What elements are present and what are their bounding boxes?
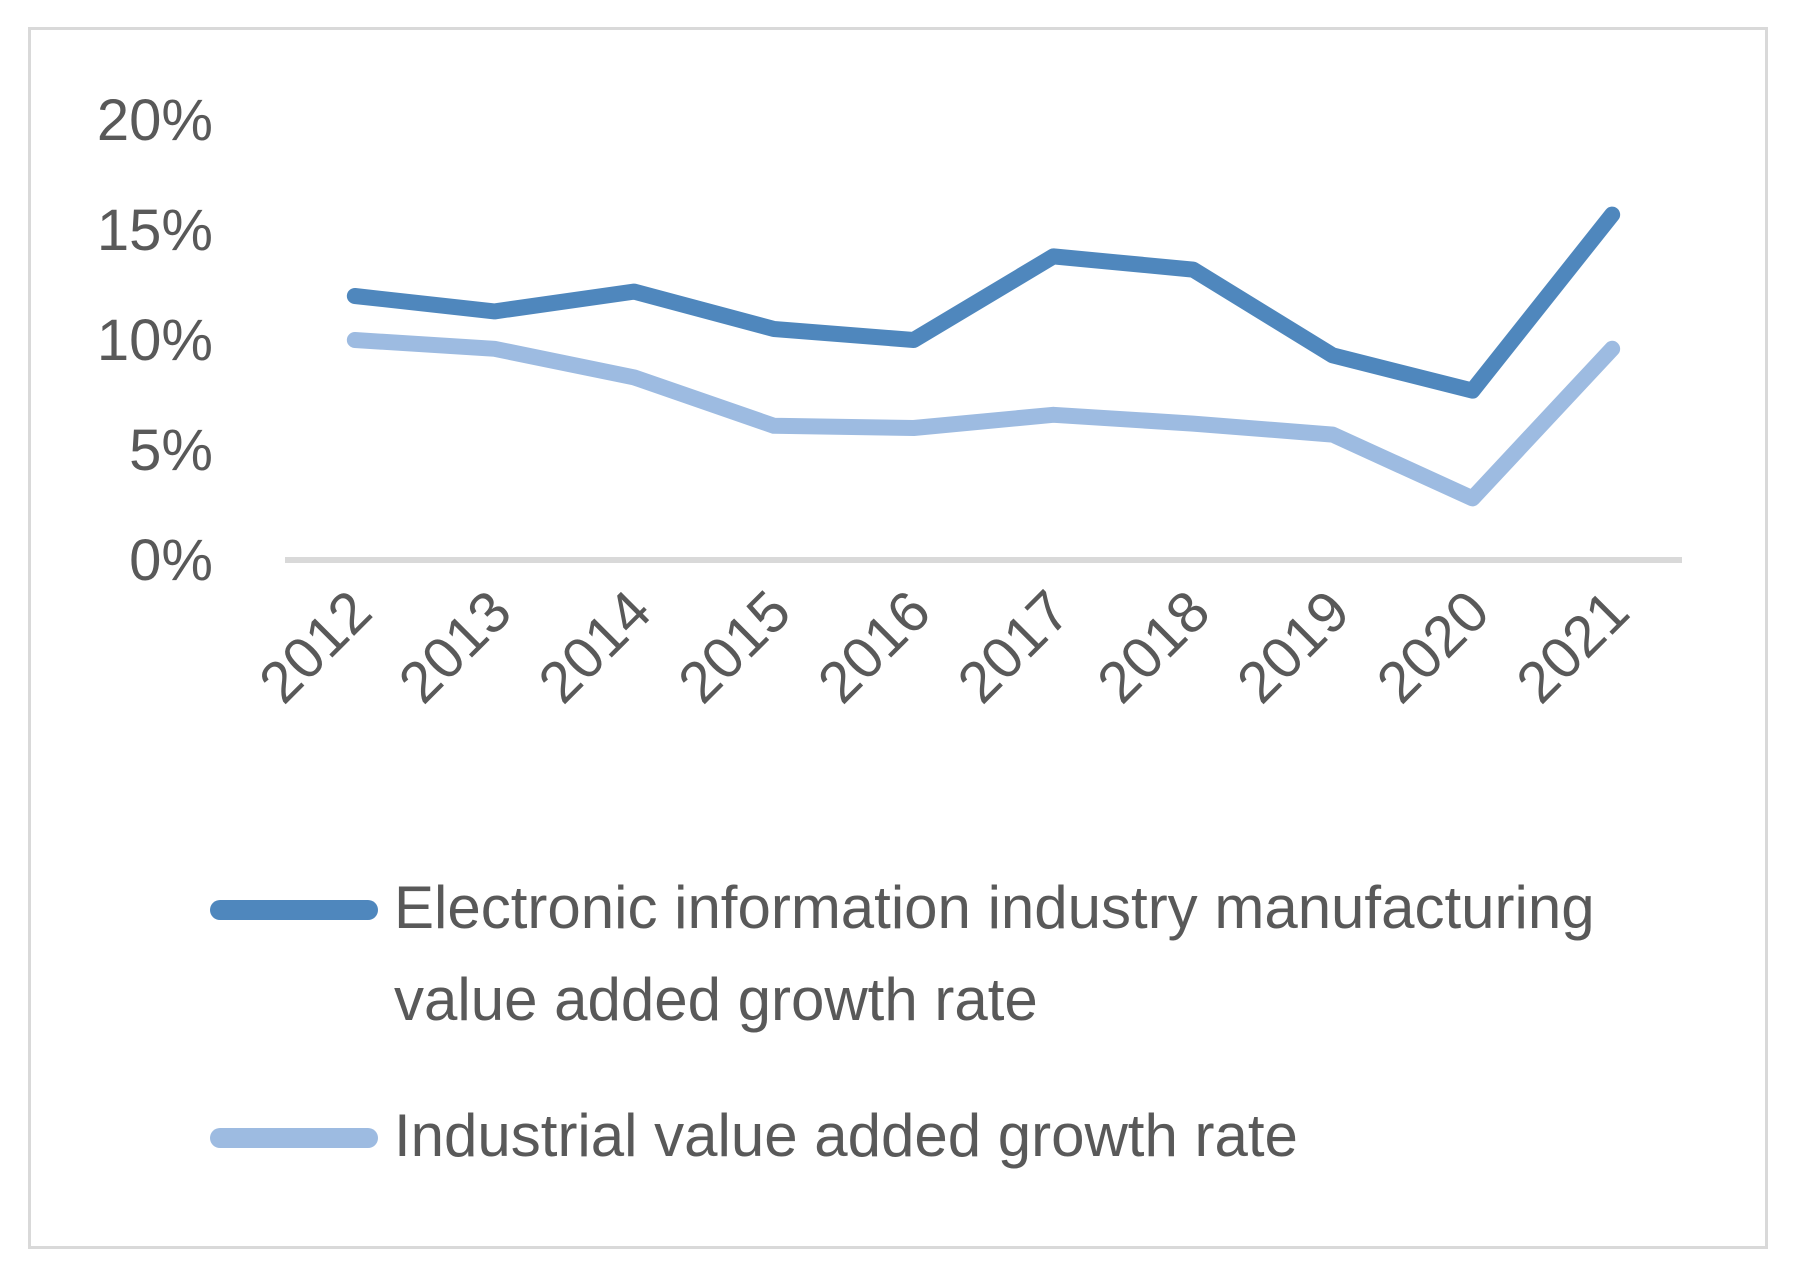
x-tick-label: 2019 (1225, 578, 1362, 715)
x-tick-label: 2012 (247, 578, 384, 715)
x-axis: 2012 2013 2014 2015 2016 2017 2018 2019 2020 2021 (247, 578, 1642, 715)
x-tick-label: 2020 (1364, 578, 1501, 715)
x-tick-label: 2016 (806, 578, 943, 715)
x-tick-label: 2018 (1085, 578, 1222, 715)
y-tick-label: 15% (97, 198, 213, 263)
y-tick-label: 0% (129, 528, 213, 593)
y-tick-label: 10% (97, 308, 213, 373)
x-tick-label: 2021 (1504, 578, 1641, 715)
x-tick-label: 2014 (526, 578, 663, 715)
series-line-industrial (346, 332, 1621, 507)
y-tick-label: 5% (129, 418, 213, 483)
x-tick-label: 2017 (945, 578, 1082, 715)
series-line-electronic (346, 206, 1621, 399)
x-tick-label: 2013 (387, 578, 524, 715)
x-tick-label: 2015 (666, 578, 803, 715)
y-axis: 0% 5% 10% 15% 20% (97, 88, 213, 593)
y-tick-label: 20% (97, 88, 213, 153)
series-lines (346, 206, 1621, 507)
chart-frame (28, 27, 1768, 1249)
